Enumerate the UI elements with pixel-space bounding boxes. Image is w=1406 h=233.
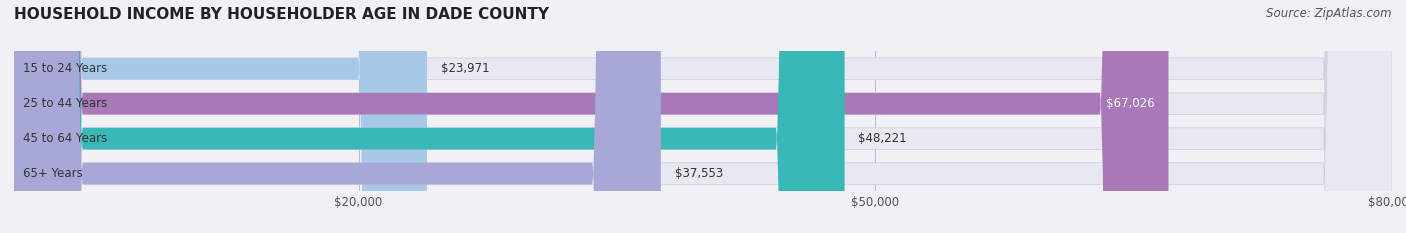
Text: Source: ZipAtlas.com: Source: ZipAtlas.com: [1267, 7, 1392, 20]
Text: 15 to 24 Years: 15 to 24 Years: [22, 62, 107, 75]
Text: 25 to 44 Years: 25 to 44 Years: [22, 97, 107, 110]
FancyBboxPatch shape: [14, 0, 1168, 233]
FancyBboxPatch shape: [14, 0, 1392, 233]
FancyBboxPatch shape: [14, 0, 661, 233]
Text: $37,553: $37,553: [675, 167, 723, 180]
Text: 45 to 64 Years: 45 to 64 Years: [22, 132, 107, 145]
FancyBboxPatch shape: [14, 0, 845, 233]
FancyBboxPatch shape: [14, 0, 1392, 233]
FancyBboxPatch shape: [14, 0, 1392, 233]
Text: 65+ Years: 65+ Years: [22, 167, 83, 180]
Text: $23,971: $23,971: [440, 62, 489, 75]
Text: HOUSEHOLD INCOME BY HOUSEHOLDER AGE IN DADE COUNTY: HOUSEHOLD INCOME BY HOUSEHOLDER AGE IN D…: [14, 7, 550, 22]
FancyBboxPatch shape: [14, 0, 427, 233]
Text: $48,221: $48,221: [859, 132, 907, 145]
Text: $67,026: $67,026: [1107, 97, 1154, 110]
FancyBboxPatch shape: [14, 0, 1392, 233]
